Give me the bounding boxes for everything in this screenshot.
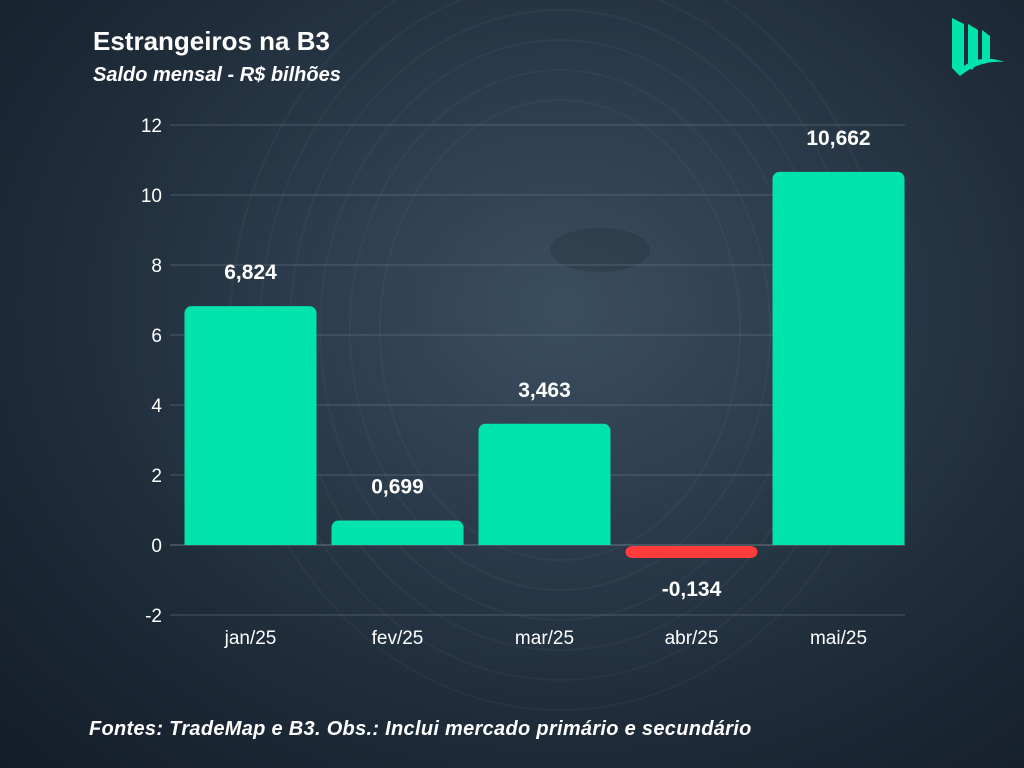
bar-mar-25 [478, 423, 611, 545]
y-tick-label: 10 [141, 186, 162, 207]
bar-base [478, 537, 611, 545]
y-tick-label: 2 [151, 466, 162, 487]
bar-jan-25 [184, 306, 317, 545]
bar-base [772, 537, 905, 545]
x-tick-label: fev/25 [372, 628, 424, 649]
x-tick-label: abr/25 [665, 628, 719, 649]
x-tick-label: jan/25 [224, 628, 277, 649]
data-label: 3,463 [518, 379, 571, 402]
y-tick-label: 0 [151, 536, 162, 557]
y-tick-label: 12 [141, 116, 162, 137]
y-tick-label: -2 [145, 606, 162, 627]
brand-logo-icon [952, 18, 1004, 76]
data-label: 6,824 [224, 261, 277, 284]
chart-title: Estrangeiros na B3 [93, 26, 330, 56]
bar-mai-25 [772, 171, 905, 545]
y-tick-label: 4 [151, 396, 162, 417]
bar-abr-25 [625, 546, 758, 558]
y-tick-label: 6 [151, 326, 162, 347]
bar-base [184, 537, 317, 545]
bar-base [331, 537, 464, 545]
chart-subtitle: Saldo mensal - R$ bilhões [93, 64, 341, 86]
data-label: 0,699 [371, 476, 424, 499]
x-tick-label: mar/25 [515, 628, 574, 649]
data-label: -0,134 [662, 578, 722, 601]
y-tick-label: 8 [151, 256, 162, 277]
data-label: 10,662 [806, 127, 870, 150]
x-tick-label: mai/25 [810, 628, 867, 649]
chart-footer-note: Fontes: TradeMap e B3. Obs.: Inclui merc… [89, 718, 752, 740]
